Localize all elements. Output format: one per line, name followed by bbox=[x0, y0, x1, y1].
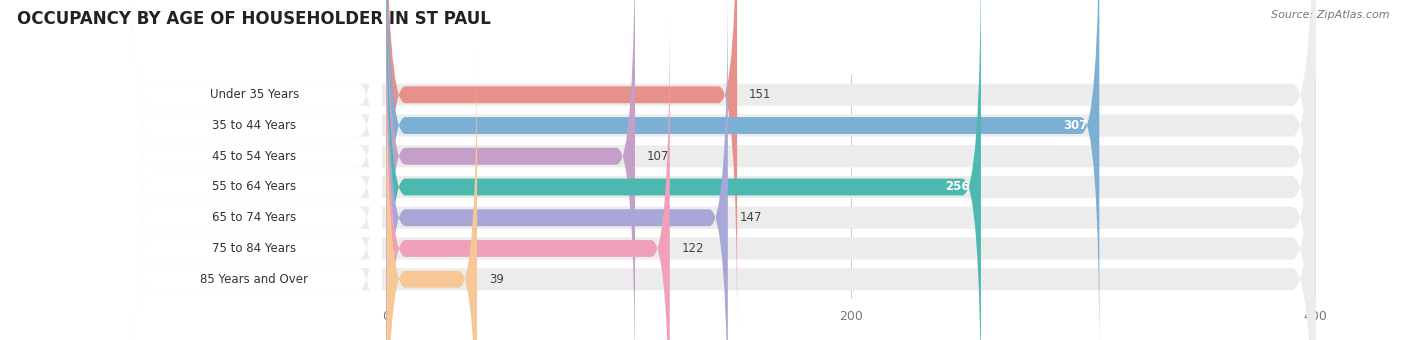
Text: 75 to 84 Years: 75 to 84 Years bbox=[212, 242, 297, 255]
FancyBboxPatch shape bbox=[127, 0, 382, 340]
FancyBboxPatch shape bbox=[127, 0, 382, 340]
FancyBboxPatch shape bbox=[387, 0, 981, 340]
FancyBboxPatch shape bbox=[127, 0, 1315, 340]
Text: 256: 256 bbox=[945, 181, 969, 193]
FancyBboxPatch shape bbox=[387, 0, 737, 332]
Text: 122: 122 bbox=[682, 242, 704, 255]
FancyBboxPatch shape bbox=[127, 0, 382, 340]
Text: OCCUPANCY BY AGE OF HOUSEHOLDER IN ST PAUL: OCCUPANCY BY AGE OF HOUSEHOLDER IN ST PA… bbox=[17, 10, 491, 28]
FancyBboxPatch shape bbox=[127, 0, 1315, 340]
Text: 151: 151 bbox=[749, 88, 770, 101]
FancyBboxPatch shape bbox=[127, 0, 382, 340]
Text: 307: 307 bbox=[1063, 119, 1088, 132]
FancyBboxPatch shape bbox=[387, 11, 669, 340]
FancyBboxPatch shape bbox=[127, 0, 1315, 340]
FancyBboxPatch shape bbox=[127, 0, 1315, 340]
Text: Source: ZipAtlas.com: Source: ZipAtlas.com bbox=[1271, 10, 1389, 20]
Text: 107: 107 bbox=[647, 150, 669, 163]
Text: 147: 147 bbox=[740, 211, 762, 224]
FancyBboxPatch shape bbox=[127, 0, 382, 340]
Text: 35 to 44 Years: 35 to 44 Years bbox=[212, 119, 297, 132]
FancyBboxPatch shape bbox=[387, 0, 1099, 340]
Text: 65 to 74 Years: 65 to 74 Years bbox=[212, 211, 297, 224]
FancyBboxPatch shape bbox=[387, 42, 477, 340]
FancyBboxPatch shape bbox=[127, 0, 1315, 340]
Text: 55 to 64 Years: 55 to 64 Years bbox=[212, 181, 297, 193]
FancyBboxPatch shape bbox=[127, 0, 382, 340]
Text: 85 Years and Over: 85 Years and Over bbox=[200, 273, 308, 286]
Text: 45 to 54 Years: 45 to 54 Years bbox=[212, 150, 297, 163]
FancyBboxPatch shape bbox=[127, 0, 382, 340]
Text: Under 35 Years: Under 35 Years bbox=[209, 88, 299, 101]
Text: 39: 39 bbox=[489, 273, 503, 286]
FancyBboxPatch shape bbox=[127, 0, 1315, 340]
FancyBboxPatch shape bbox=[127, 0, 1315, 340]
FancyBboxPatch shape bbox=[387, 0, 728, 340]
FancyBboxPatch shape bbox=[387, 0, 636, 340]
